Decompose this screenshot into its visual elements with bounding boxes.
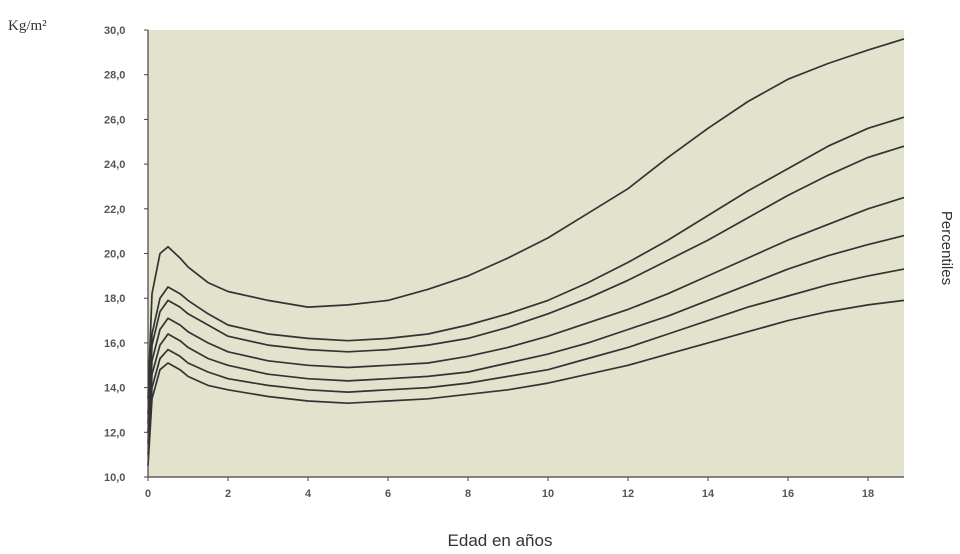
x-axis-label: Edad en años xyxy=(448,531,553,550)
percentile-curve-1 xyxy=(147,299,905,466)
x-tick-label: 14 xyxy=(702,488,715,500)
percentile-curve-4 xyxy=(147,196,905,433)
y-axis-unit-label: Kg/m² xyxy=(8,18,47,34)
x-tick-label: 16 xyxy=(782,488,794,500)
y-tick-label: 24,0 xyxy=(104,159,125,171)
percentile-curve-5 xyxy=(147,145,905,424)
y-tick-label: 28,0 xyxy=(104,70,125,82)
y-tick-label: 26,0 xyxy=(104,114,125,126)
x-tick-label: 18 xyxy=(862,488,874,500)
y-tick-label: 18,0 xyxy=(104,293,125,305)
x-tick-label: 0 xyxy=(145,488,151,500)
x-tick-label: 2 xyxy=(225,488,231,500)
y-tick-label: 14,0 xyxy=(104,383,125,395)
percentile-curve-2 xyxy=(147,268,905,455)
x-axis-ticks: 0 2 4 6 8 10 12 14 16 18 xyxy=(145,477,874,500)
percentile-curves xyxy=(147,38,905,466)
x-tick-label: 6 xyxy=(385,488,391,500)
y-tick-label: 30,0 xyxy=(104,25,125,37)
x-tick-label: 4 xyxy=(305,488,312,500)
y-tick-label: 12,0 xyxy=(104,427,125,439)
x-tick-label: 10 xyxy=(542,488,554,500)
y-axis-ticks: 10,0 12,0 14,0 16,0 18,0 20,0 22,0 24,0 26,0 28,0… xyxy=(104,25,148,484)
percentile-curve-3 xyxy=(147,234,905,444)
percentile-curve-7 xyxy=(147,38,905,399)
x-tick-label: 8 xyxy=(465,488,471,500)
plot-area xyxy=(148,30,904,477)
percentile-curve-6 xyxy=(147,116,905,415)
y-tick-label: 22,0 xyxy=(104,204,125,216)
x-tick-label: 12 xyxy=(622,488,634,500)
percentiles-label: Percentiles xyxy=(938,211,955,285)
y-tick-label: 16,0 xyxy=(104,338,125,350)
y-tick-label: 10,0 xyxy=(104,472,125,484)
y-tick-label: 20,0 xyxy=(104,249,125,261)
